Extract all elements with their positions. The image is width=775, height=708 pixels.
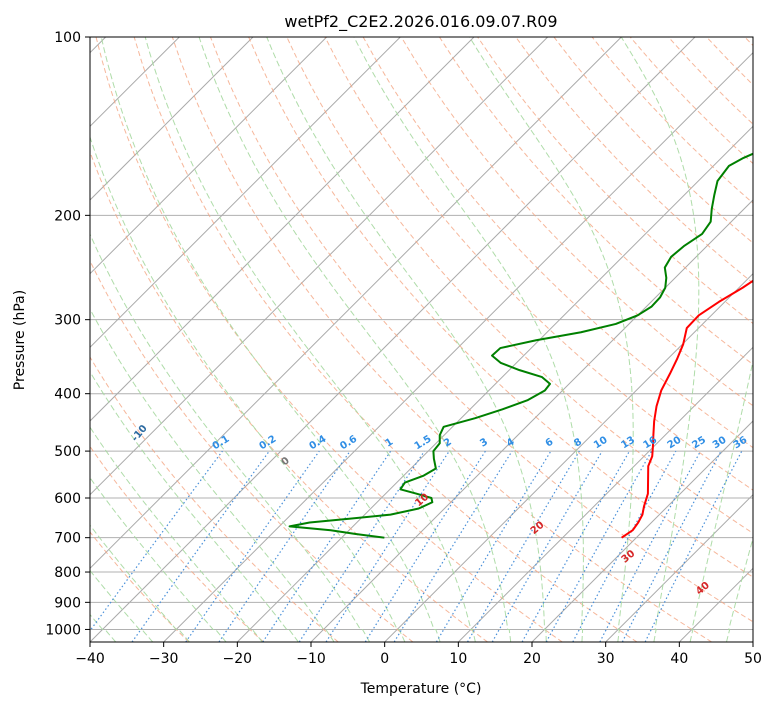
isotherm-line (90, 37, 696, 642)
isotherm-line (90, 37, 401, 349)
dry-adiabat-line (133, 37, 638, 642)
mixing-ratio-line (298, 450, 425, 642)
dry-adiabat-line (324, 37, 753, 491)
x-tick-label: 0 (380, 651, 389, 667)
y-tick-label: 500 (54, 444, 81, 460)
moist-adiabat-line (689, 358, 753, 642)
mixing-ratio-line (325, 450, 450, 642)
isotherm-line (90, 37, 622, 570)
mixing-ratio-line (131, 450, 270, 642)
mixing-ratio-line (644, 450, 743, 642)
dewpoint-profile-line (288, 152, 753, 539)
dry-adiabat-line (90, 356, 339, 642)
x-tick-label: 50 (744, 651, 762, 667)
x-tick-label: 20 (523, 651, 541, 667)
x-tick-label: −30 (149, 651, 179, 667)
isotherm-line (384, 272, 753, 642)
y-tick-label: 200 (54, 208, 81, 224)
mixing-ratio-label: 6 (544, 436, 556, 449)
temperature-profile-line (621, 279, 753, 539)
moist-adiabat-line (90, 426, 263, 642)
plot-frame (89, 36, 754, 643)
dry-adiabat-line (400, 37, 753, 407)
dry-adiabat-line (171, 37, 712, 642)
y-tick-label: 900 (54, 595, 81, 611)
x-tick-label: −10 (296, 651, 326, 667)
moist-adiabat-line (266, 37, 547, 642)
isotherm-line (90, 37, 549, 496)
dry-adiabat-line (90, 150, 488, 642)
moist-adiabat-line (90, 569, 154, 642)
mixing-ratio-label: 2 (442, 436, 454, 449)
y-axis-label: Pressure (hPa) (12, 290, 28, 390)
y-tick-label: 1000 (45, 622, 81, 638)
dry-adiabat-line (248, 37, 753, 578)
mixing-ratio-label: 1 (384, 436, 396, 449)
y-tick-label: 400 (54, 387, 81, 403)
x-axis-label: Temperature (°C) (360, 681, 482, 697)
moist-adiabat-line (100, 37, 441, 642)
x-tick-label: 10 (449, 651, 467, 667)
mixing-ratio-line (521, 450, 631, 642)
moist-adiabat-line (90, 524, 190, 642)
mixing-ratio-line (90, 450, 223, 632)
isotherm-line (90, 37, 475, 422)
moist-adiabat-line (620, 37, 700, 642)
mixing-ratio-label: 4 (505, 436, 517, 449)
x-tick-label: 30 (597, 651, 615, 667)
mixing-ratio-label: 8 (572, 436, 584, 449)
isotherm-line (457, 346, 753, 642)
dry-adiabat-line (90, 445, 264, 642)
dry-adiabat-line (90, 259, 414, 642)
moist-adiabat-line (90, 370, 299, 642)
mixing-ratio-line (572, 450, 677, 642)
moist-adiabat-line (90, 476, 227, 642)
dry-adiabat-line (439, 37, 753, 366)
mixing-ratio-line (185, 450, 320, 642)
moist-adiabat-line (144, 37, 476, 642)
moist-adiabat-line (469, 37, 634, 642)
y-tick-label: 100 (54, 30, 81, 46)
y-tick-label: 600 (54, 491, 81, 507)
isotherm-line (531, 420, 753, 642)
dry-adiabat-line (210, 37, 753, 623)
x-tick-label: −20 (223, 651, 253, 667)
moist-adiabat-line (198, 37, 512, 642)
isotherm-line (90, 37, 328, 275)
y-tick-label: 700 (54, 531, 81, 547)
chart-title: wetPf2_C2E2.2026.016.09.07.R09 (284, 12, 557, 32)
x-tick-label: −40 (75, 651, 105, 667)
mixing-ratio-label: 3 (478, 436, 490, 449)
moist-adiabat-line (90, 135, 406, 642)
dry-adiabat-line (95, 37, 563, 642)
mixing-ratio-line (393, 450, 513, 642)
mixing-ratio-line (545, 450, 653, 642)
isotherm-line (163, 51, 753, 642)
isotherm-line (605, 493, 753, 642)
y-tick-label: 800 (54, 565, 81, 581)
dry-adiabat-line (90, 531, 190, 642)
isotherm-line (90, 37, 254, 201)
mixing-ratio-line (262, 450, 392, 642)
x-tick-label: 40 (670, 651, 688, 667)
moist-adiabat-line (90, 233, 370, 642)
mixing-ratio-line (218, 450, 351, 642)
y-tick-label: 300 (54, 313, 81, 329)
